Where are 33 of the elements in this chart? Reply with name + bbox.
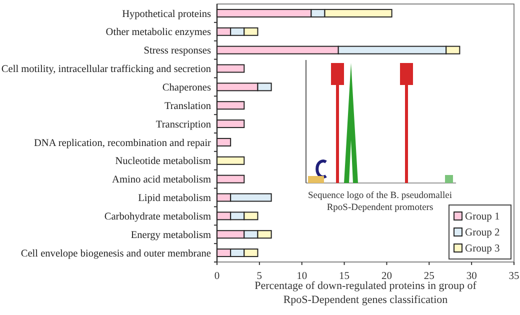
y-tick-label: Carbohydrate metabolism	[104, 212, 211, 223]
y-tick-label: Nucleotide metabolism	[115, 156, 211, 168]
y-tick-label: Transcription	[156, 119, 211, 130]
annotation: Sequence logo of the B. pseudomallei RpoS-Dependent promoters	[308, 191, 452, 213]
x-tick-label: 10	[296, 271, 308, 282]
y-tick-label: Lipid metabolism	[138, 193, 211, 204]
y-tick-label: Chaperones	[162, 82, 211, 94]
bar	[216, 174, 245, 184]
x-axis-title: Percentage of down-regulated proteins in group of RpoS-Dependent genes classification	[254, 280, 477, 306]
y-tick-label: Amino acid metabolism	[112, 174, 211, 186]
x-tick-label: 0	[214, 271, 220, 282]
legend-label: Group 1	[465, 212, 500, 223]
legend-label: Group 2	[465, 228, 500, 239]
y-tick-label: Other metabolic enzymes	[106, 27, 211, 38]
x-tick-label: 30	[466, 271, 477, 282]
bar	[216, 64, 245, 73]
bar	[216, 156, 245, 165]
x-tick-label: 5	[256, 271, 262, 282]
bar	[216, 101, 245, 110]
x-tick-label: 15	[339, 271, 350, 282]
x-tick-label: 20	[381, 271, 392, 282]
bar	[216, 120, 245, 128]
y-tick-label: Cell motility, intracellular trafficking and secretion	[1, 64, 211, 76]
y-tick-label: DNA replication, recombination and repair	[34, 138, 212, 149]
y-tick-label: Stress responses	[144, 46, 211, 57]
bar	[216, 138, 232, 146]
y-tick-label: Energy metabolism	[130, 230, 211, 241]
legend-label: Group 3	[465, 244, 500, 255]
y-tick-label: Translation	[164, 100, 211, 112]
x-tick-label: 25	[424, 271, 434, 282]
y-tick-label: Cell envelope biogenesis and outer membrane	[20, 248, 212, 260]
y-tick-label: Hypothetical proteins	[122, 8, 211, 20]
x-tick-label: 35	[508, 271, 520, 282]
